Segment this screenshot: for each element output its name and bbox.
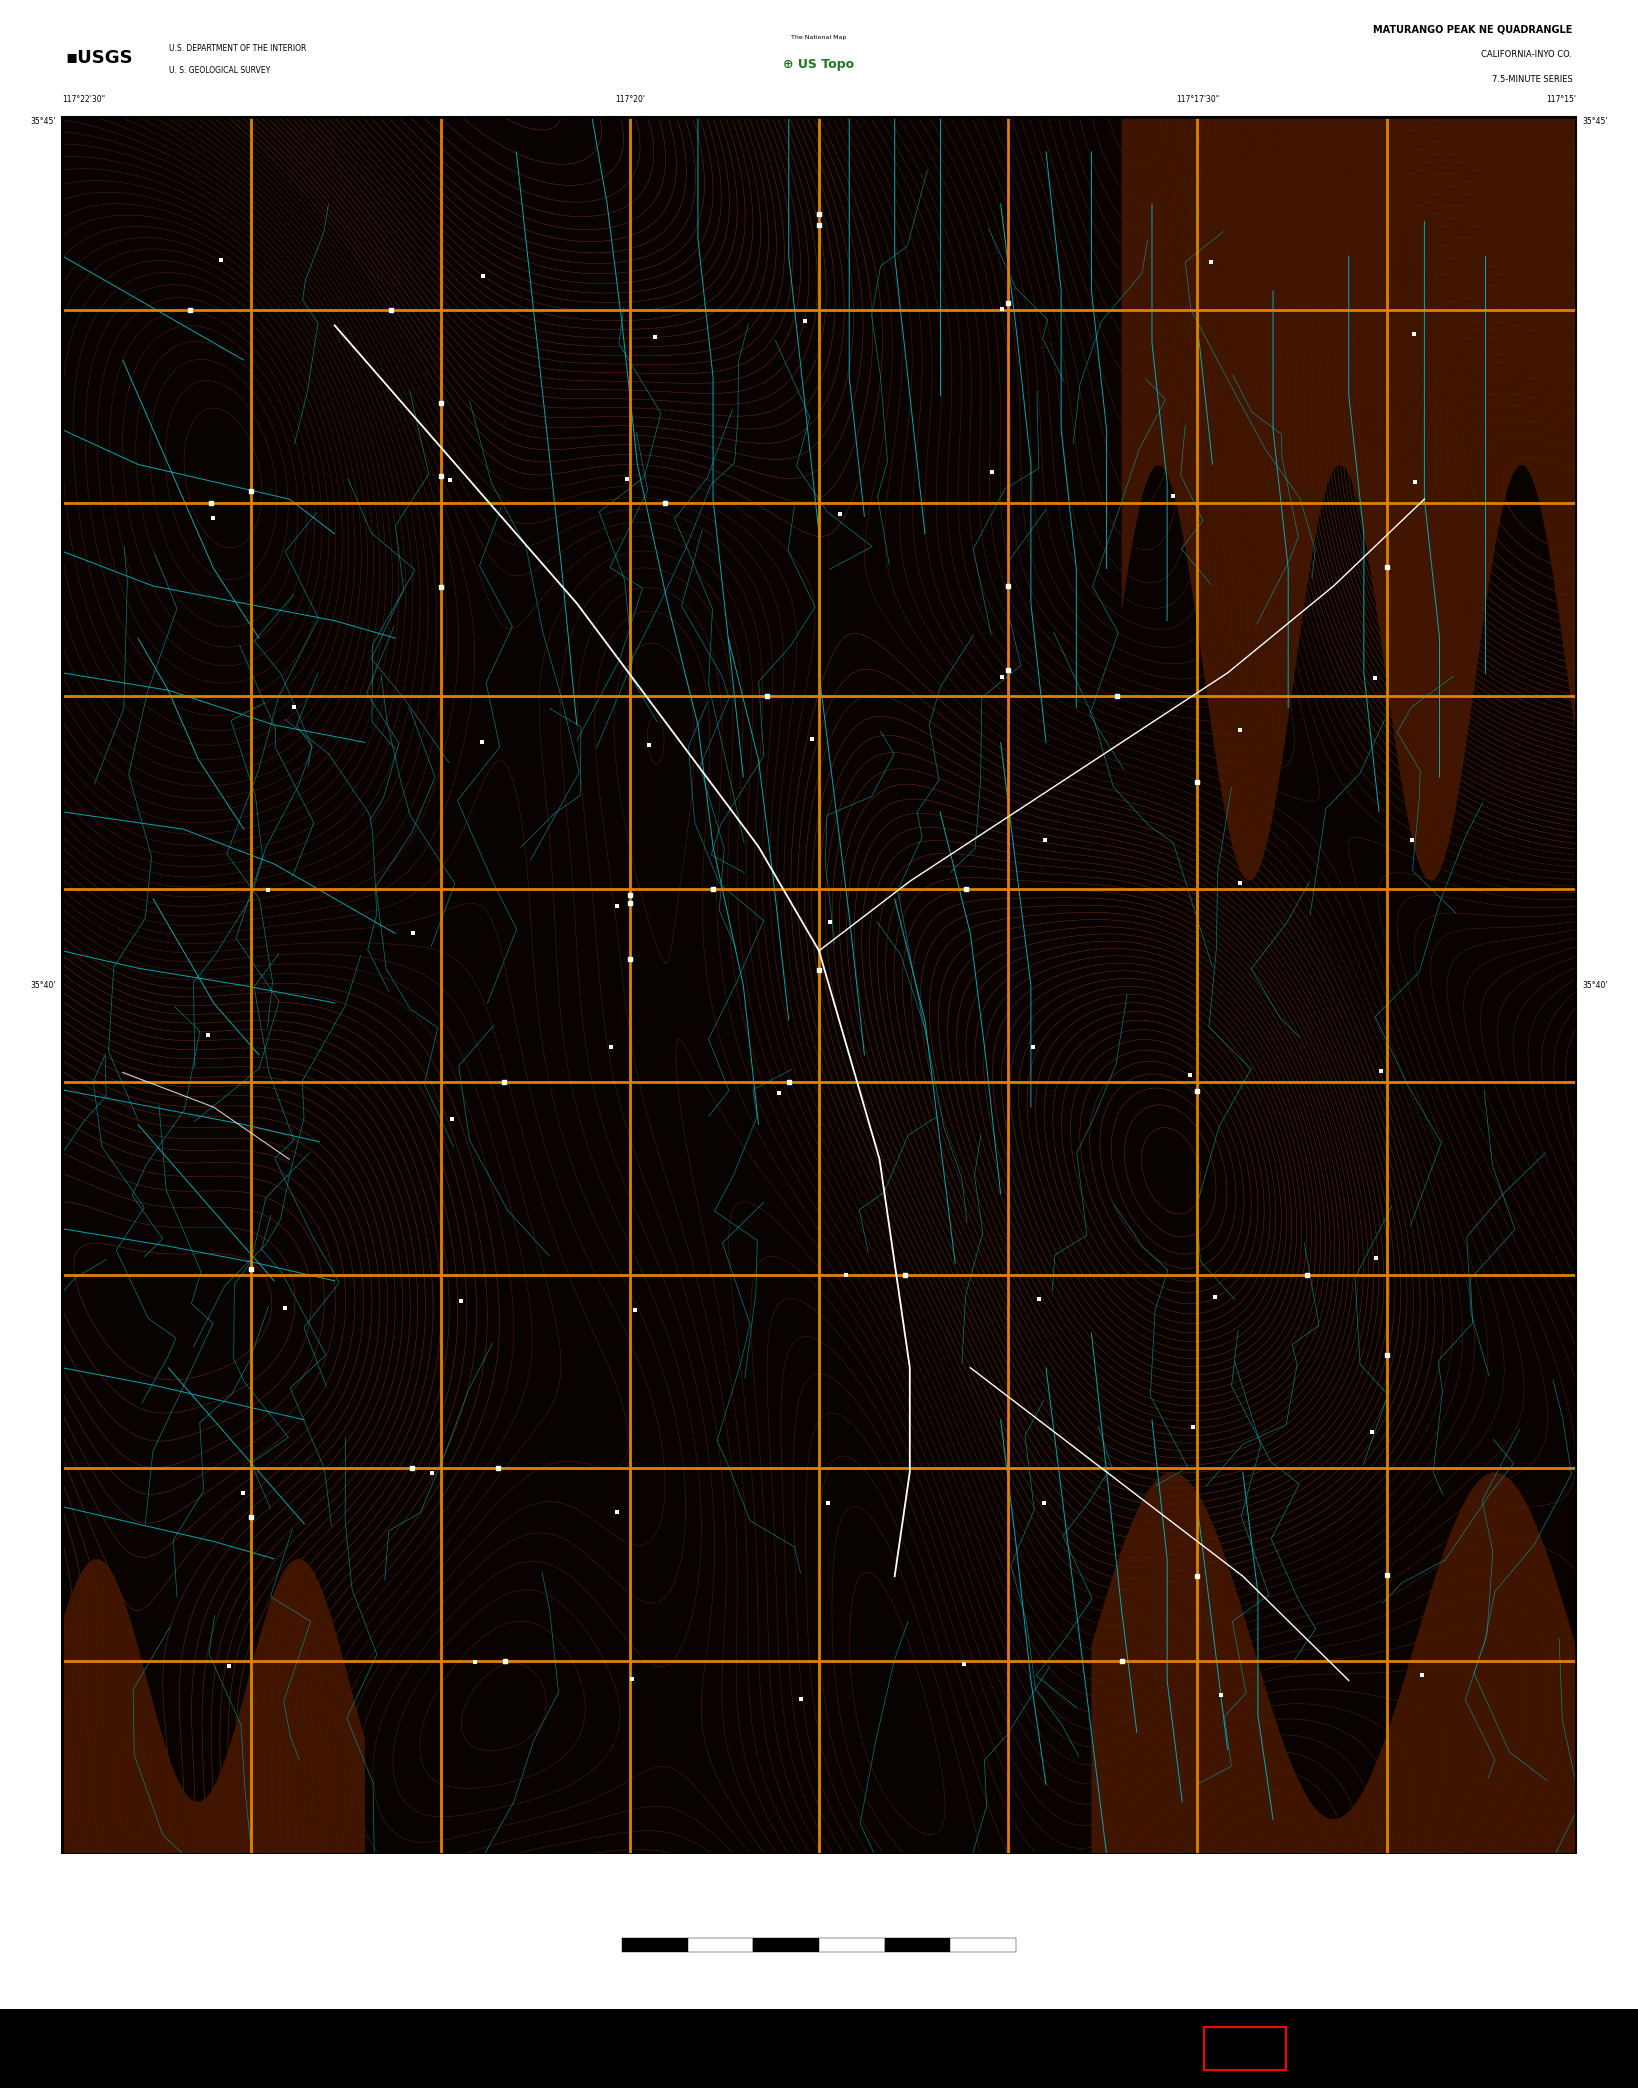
Text: MATURANGO PEAK NE QUADRANGLE: MATURANGO PEAK NE QUADRANGLE <box>1373 25 1572 33</box>
Text: 117°20': 117°20' <box>614 96 645 104</box>
Text: ⊕ US Topo: ⊕ US Topo <box>783 58 855 71</box>
Text: 35°37'30": 35°37'30" <box>62 1862 102 1871</box>
Text: ROAD CLASSIFICATION: ROAD CLASSIFICATION <box>1179 1865 1268 1871</box>
Text: 117°15': 117°15' <box>1546 96 1576 104</box>
Text: 7.5-MINUTE SERIES: 7.5-MINUTE SERIES <box>1492 75 1572 84</box>
Text: The National Map: The National Map <box>791 35 847 40</box>
Polygon shape <box>1122 117 1576 881</box>
Text: SCALE 1:24 000: SCALE 1:24 000 <box>776 1902 862 1911</box>
Bar <box>0 2009 1638 2088</box>
Text: 35°45': 35°45' <box>1582 117 1609 125</box>
Text: CA: CA <box>1007 1925 1024 1938</box>
Polygon shape <box>62 1560 365 1854</box>
Text: U. S. GEOLOGICAL SURVEY: U. S. GEOLOGICAL SURVEY <box>169 67 270 75</box>
Text: State Routes ————————: State Routes ———————— <box>1179 1933 1260 1938</box>
Text: 35°45': 35°45' <box>29 117 56 125</box>
Bar <box>819 1938 885 1952</box>
Text: Interstate Routes ————: Interstate Routes ———— <box>1179 1892 1250 1896</box>
Bar <box>753 1938 819 1952</box>
Polygon shape <box>1091 1472 1576 1854</box>
Bar <box>688 1938 753 1952</box>
Bar <box>0 1854 1638 2009</box>
Bar <box>62 117 1576 1854</box>
Text: US Roads ——————: US Roads —————— <box>1179 1913 1240 1917</box>
Bar <box>622 1938 688 1952</box>
Text: ▪USGS: ▪USGS <box>66 50 133 67</box>
Bar <box>950 1938 1016 1952</box>
Text: 117°22'30": 117°22'30" <box>62 96 105 104</box>
Bar <box>885 1938 950 1952</box>
Text: 117°17'30": 117°17'30" <box>1176 96 1219 104</box>
Text: 35°37'30": 35°37'30" <box>1536 1862 1576 1871</box>
Text: CALIFORNIA-INYO CO.: CALIFORNIA-INYO CO. <box>1481 50 1572 58</box>
Bar <box>1204 2027 1286 2069</box>
Text: 35°40': 35°40' <box>29 981 56 990</box>
Text: Produced by the United States Geological Survey: Produced by the United States Geological… <box>62 1865 218 1869</box>
Text: 35°40': 35°40' <box>1582 981 1609 990</box>
Text: U.S. DEPARTMENT OF THE INTERIOR: U.S. DEPARTMENT OF THE INTERIOR <box>169 44 306 52</box>
